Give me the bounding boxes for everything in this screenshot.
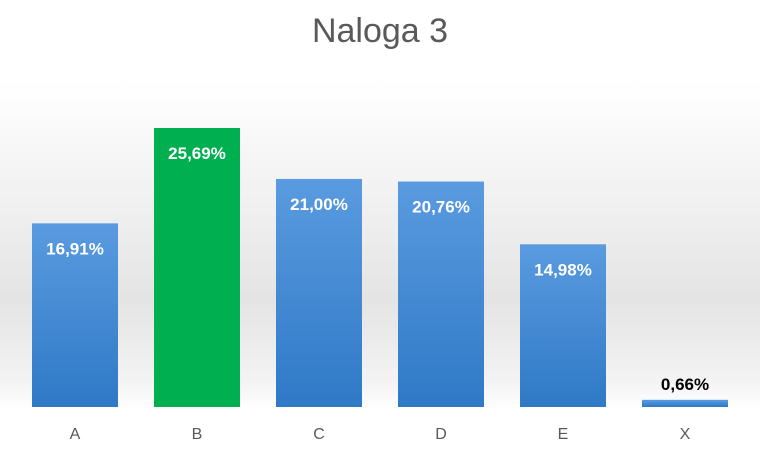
x-tick-label-x: X bbox=[680, 426, 691, 443]
bar-c bbox=[276, 178, 362, 407]
x-tick-label-e: E bbox=[558, 426, 569, 443]
x-tick-label-d: D bbox=[435, 426, 447, 443]
data-label-c: 21,00% bbox=[290, 195, 348, 214]
x-tick-label-a: A bbox=[70, 426, 81, 443]
bar-e bbox=[520, 244, 606, 407]
x-tick-label-b: B bbox=[192, 426, 203, 443]
bar-b bbox=[154, 128, 240, 407]
x-tick-label-c: C bbox=[313, 426, 325, 443]
data-label-e: 14,98% bbox=[534, 260, 592, 279]
bar-d bbox=[398, 181, 484, 407]
data-label-b: 25,69% bbox=[168, 144, 226, 163]
data-label-a: 16,91% bbox=[46, 239, 104, 258]
chart-title: Naloga 3 bbox=[311, 12, 449, 50]
bar-a bbox=[32, 223, 118, 407]
data-label-x: 0,66% bbox=[661, 375, 709, 394]
bar-x bbox=[642, 399, 728, 407]
data-label-d: 20,76% bbox=[412, 198, 470, 217]
